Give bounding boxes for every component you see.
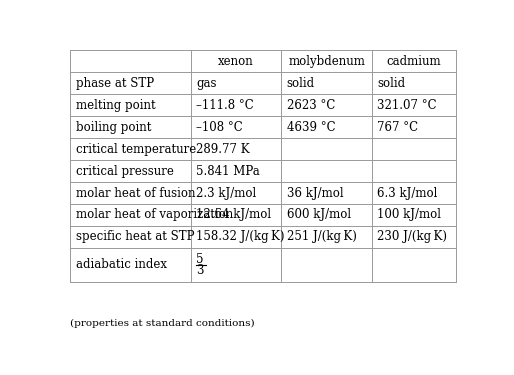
Text: 3: 3 [196, 264, 204, 277]
Text: 230 J/(kg K): 230 J/(kg K) [377, 230, 447, 243]
Text: 36 kJ/mol: 36 kJ/mol [287, 186, 343, 200]
Text: adiabatic index: adiabatic index [76, 258, 167, 272]
Text: 12.64 kJ/mol: 12.64 kJ/mol [196, 209, 271, 222]
Text: xenon: xenon [218, 55, 254, 68]
Text: phase at STP: phase at STP [76, 77, 154, 90]
Text: 321.07 °C: 321.07 °C [377, 99, 437, 112]
Text: molar heat of vaporization: molar heat of vaporization [76, 209, 233, 222]
Text: 100 kJ/mol: 100 kJ/mol [377, 209, 442, 222]
Text: 289.77 K: 289.77 K [196, 142, 250, 156]
Text: specific heat at STP: specific heat at STP [76, 230, 194, 243]
Text: 4639 °C: 4639 °C [287, 121, 335, 134]
Text: 5.841 MPa: 5.841 MPa [196, 165, 260, 178]
Text: solid: solid [287, 77, 315, 90]
Text: melting point: melting point [76, 99, 156, 112]
Text: molybdenum: molybdenum [288, 55, 365, 68]
Text: 6.3 kJ/mol: 6.3 kJ/mol [377, 186, 438, 200]
Text: 767 °C: 767 °C [377, 121, 418, 134]
Text: 251 J/(kg K): 251 J/(kg K) [287, 230, 357, 243]
Text: 2623 °C: 2623 °C [287, 99, 335, 112]
Text: cadmium: cadmium [387, 55, 442, 68]
Text: gas: gas [196, 77, 216, 90]
Text: critical temperature: critical temperature [76, 142, 196, 156]
Text: 5: 5 [196, 252, 204, 266]
Text: 158.32 J/(kg K): 158.32 J/(kg K) [196, 230, 285, 243]
Text: –108 °C: –108 °C [196, 121, 243, 134]
Text: 600 kJ/mol: 600 kJ/mol [287, 209, 351, 222]
Text: (properties at standard conditions): (properties at standard conditions) [70, 318, 255, 328]
Text: molar heat of fusion: molar heat of fusion [76, 186, 195, 200]
Text: solid: solid [377, 77, 406, 90]
Text: critical pressure: critical pressure [76, 165, 174, 178]
Text: 2.3 kJ/mol: 2.3 kJ/mol [196, 186, 256, 200]
Text: boiling point: boiling point [76, 121, 151, 134]
Text: –111.8 °C: –111.8 °C [196, 99, 254, 112]
